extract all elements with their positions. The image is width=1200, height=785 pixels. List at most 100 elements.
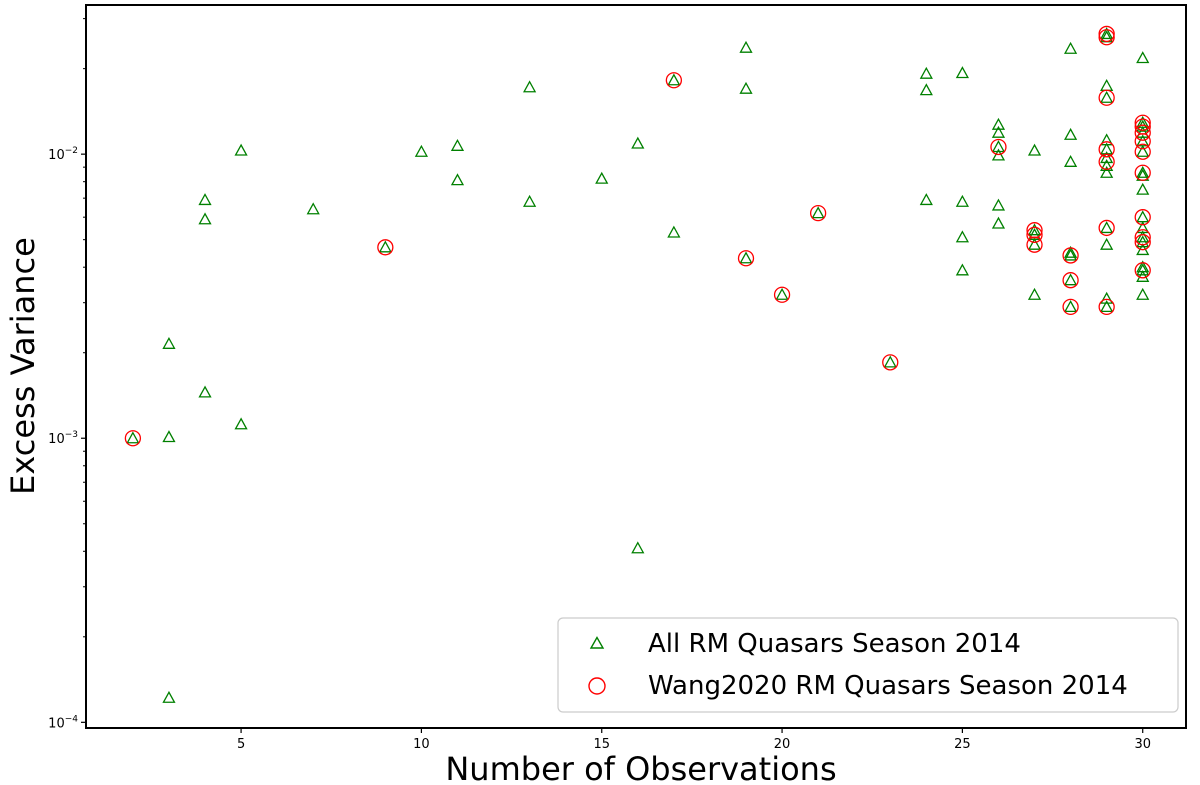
circle-data-point <box>1098 89 1115 106</box>
triangle-data-point <box>1027 223 1042 236</box>
triangle-data-point <box>991 198 1006 211</box>
y-tick-label-base: 10 <box>48 148 65 163</box>
circle-data-point <box>1134 124 1151 141</box>
triangle-data-point <box>739 40 753 53</box>
circle-data-point <box>1134 133 1151 150</box>
y-tick-label: 10−3 <box>48 430 78 447</box>
triangle-data-point <box>955 230 969 243</box>
triangle-data-point <box>378 240 392 253</box>
triangle-data-point <box>450 173 465 186</box>
y-tick-label-exponent: −2 <box>65 146 78 156</box>
triangle-data-point <box>1136 235 1150 248</box>
triangle-data-point <box>1136 51 1150 64</box>
triangle-data-point <box>775 287 789 300</box>
triangle-data-point <box>631 541 645 554</box>
legend-box <box>557 617 1179 713</box>
x-tick-label: 20 <box>774 737 791 752</box>
triangle-data-point <box>1063 154 1078 167</box>
circle-data-point <box>1134 114 1151 131</box>
triangle-data-point <box>1136 125 1150 138</box>
triangle-data-point <box>1136 269 1150 282</box>
circle-data-point <box>809 204 827 222</box>
triangle-data-point <box>739 81 753 94</box>
triangle-data-point <box>1100 158 1114 171</box>
circle-data-point <box>1062 298 1079 316</box>
triangle-data-point <box>991 125 1006 138</box>
series-wang2020-rm-quasars <box>124 25 1151 447</box>
triangle-data-point <box>1136 263 1150 276</box>
triangle-data-point <box>1100 237 1114 250</box>
circle-data-point <box>773 286 791 303</box>
y-tick-label-base: 10 <box>48 716 65 731</box>
triangle-data-point <box>523 80 537 93</box>
triangle-data-point <box>162 690 176 703</box>
circle-data-point <box>1134 164 1151 181</box>
triangle-data-point <box>955 263 969 276</box>
y-tick-label-exponent: −4 <box>65 714 79 724</box>
triangle-data-point <box>1063 273 1078 286</box>
triangle-data-point <box>198 193 212 206</box>
legend-label-wang2020-rm-quasars: Wang2020 RM Quasars Season 2014 <box>648 671 1128 701</box>
circle-data-point <box>1134 262 1151 279</box>
triangle-data-point <box>1100 291 1114 304</box>
circle-data-point <box>1098 141 1115 158</box>
legend-circle-marker-icon <box>588 677 606 695</box>
triangle-data-point <box>1063 41 1078 54</box>
y-tick-label-base: 10 <box>48 432 65 447</box>
triangle-data-point <box>162 430 176 443</box>
triangle-data-point <box>667 225 681 238</box>
circle-data-point <box>1134 209 1151 226</box>
circle-data-point <box>1134 229 1151 246</box>
y-tick-label-exponent: −3 <box>65 430 78 440</box>
triangle-data-point <box>955 66 969 79</box>
points-layer <box>124 25 1151 703</box>
triangle-data-point <box>811 206 825 219</box>
circle-data-point <box>377 239 394 256</box>
circle-data-point <box>1098 298 1115 316</box>
triangle-data-point <box>1100 221 1114 234</box>
x-tick-label: 5 <box>237 737 245 752</box>
triangle-data-point <box>1136 287 1150 300</box>
circle-data-point <box>1134 234 1151 251</box>
triangle-data-point <box>1136 144 1150 157</box>
triangle-data-point <box>919 66 933 79</box>
triangle-data-point <box>1063 127 1078 140</box>
triangle-data-point <box>1063 300 1078 313</box>
circle-data-point <box>990 138 1007 156</box>
series-all-rm-quasars <box>126 27 1150 703</box>
legend: All RM Quasars Season 2014 Wang2020 RM Q… <box>557 617 1179 713</box>
circle-data-point <box>1062 272 1079 289</box>
triangle-data-point <box>1027 143 1042 156</box>
triangle-data-point <box>991 216 1006 229</box>
circle-data-point <box>1062 247 1079 264</box>
triangle-data-point <box>1100 151 1114 164</box>
y-axis-title: Excess Variance <box>4 237 42 495</box>
triangle-data-point <box>306 202 320 215</box>
triangle-data-point <box>631 136 645 149</box>
triangle-data-point <box>991 117 1006 130</box>
triangle-data-point <box>955 194 969 207</box>
triangle-data-point <box>162 336 176 349</box>
triangle-data-point <box>234 143 248 156</box>
circle-data-point <box>737 250 755 267</box>
triangle-data-point <box>919 193 933 206</box>
triangle-data-point <box>1027 287 1042 300</box>
circle-data-point <box>1098 29 1115 46</box>
plot-area-frame <box>85 4 1187 729</box>
x-tick-label: 30 <box>1134 737 1151 752</box>
x-axis-title: Number of Observations <box>445 750 836 785</box>
triangle-data-point <box>991 148 1006 161</box>
circle-data-point <box>1026 226 1043 243</box>
triangle-data-point <box>1027 237 1042 250</box>
triangle-data-point <box>198 212 212 225</box>
x-tick-label: 25 <box>954 737 971 752</box>
triangle-data-point <box>595 171 609 184</box>
triangle-data-point <box>126 431 140 444</box>
circle-data-point <box>1098 153 1115 170</box>
triangle-data-point <box>1100 165 1114 178</box>
triangle-data-point <box>414 144 429 157</box>
y-tick-label: 10−4 <box>48 714 78 731</box>
triangle-data-point <box>198 385 212 398</box>
legend-label-all-rm-quasars: All RM Quasars Season 2014 <box>648 629 1021 659</box>
